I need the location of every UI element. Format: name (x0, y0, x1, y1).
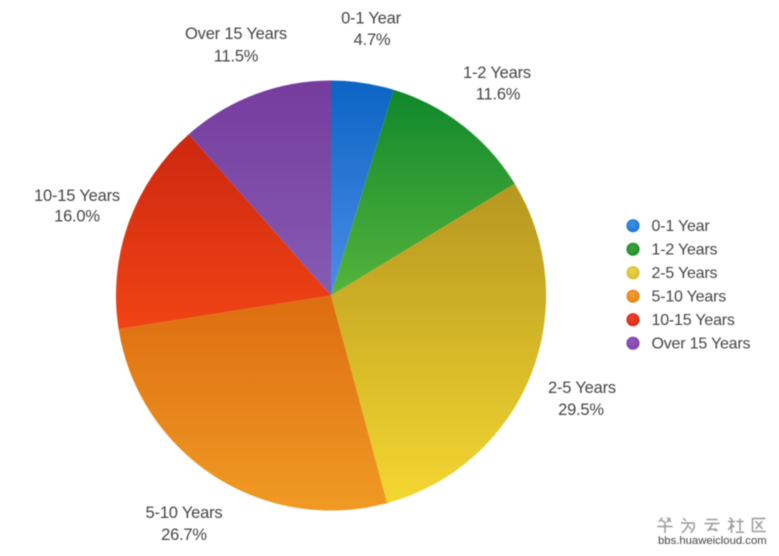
svg-text:11.5%: 11.5% (214, 48, 259, 66)
svg-text:10-15 Years: 10-15 Years (652, 312, 735, 329)
svg-text:1-2 Years: 1-2 Years (652, 242, 718, 259)
svg-text:5-10 Years: 5-10 Years (652, 289, 727, 306)
svg-text:11.6%: 11.6% (476, 86, 521, 104)
svg-text:0-1 Year: 0-1 Year (652, 218, 711, 235)
svg-text:Over 15 Years: Over 15 Years (652, 336, 751, 353)
svg-text:2-5 Years: 2-5 Years (652, 265, 718, 282)
svg-text:5-10 Years: 5-10 Years (146, 504, 223, 522)
svg-text:10-15 Years: 10-15 Years (34, 187, 120, 205)
svg-text:29.5%: 29.5% (558, 401, 604, 419)
svg-text:Over 15 Years: Over 15 Years (185, 25, 287, 43)
svg-text:0-1 Year: 0-1 Year (341, 10, 402, 28)
svg-text:26.7%: 26.7% (161, 526, 207, 544)
svg-text:bbs.huaweicloud.com: bbs.huaweicloud.com (658, 535, 767, 547)
svg-text:2-5 Years: 2-5 Years (548, 379, 616, 397)
svg-text:4.7%: 4.7% (354, 31, 391, 49)
svg-text:16.0%: 16.0% (54, 208, 100, 226)
svg-text:1-2 Years: 1-2 Years (463, 64, 531, 82)
